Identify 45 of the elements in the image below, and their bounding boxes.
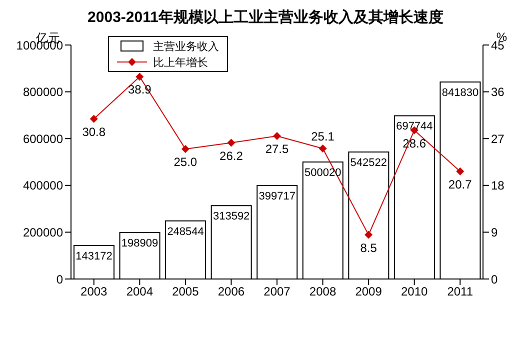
point <box>227 138 236 147</box>
data-label: 27.5 <box>265 142 289 156</box>
point <box>90 114 98 123</box>
data-label: 313592 <box>212 210 250 223</box>
y2-tick-label: 0 <box>491 272 498 286</box>
point <box>318 144 327 152</box>
x-tick-label: 2008 <box>309 284 336 299</box>
y-tick-label: 200000 <box>22 225 64 240</box>
point <box>456 167 464 176</box>
data-label: 20.7 <box>448 177 472 192</box>
y-tick-label: 0 <box>56 272 64 286</box>
x-tick-label: 2009 <box>355 284 382 299</box>
point <box>273 132 281 140</box>
y2-tick-label: 27 <box>491 132 505 146</box>
y-tick-label: 600000 <box>22 132 64 146</box>
legend-label: 主营业务收入 <box>153 40 219 54</box>
point <box>136 72 144 81</box>
x-tick-label: 2011 <box>447 284 474 299</box>
y2-tick-label: 18 <box>491 178 505 193</box>
data-label: 25.1 <box>311 129 335 144</box>
x-tick-label: 2006 <box>218 284 245 299</box>
x-tick-label: 2004 <box>126 284 154 299</box>
point <box>181 145 190 153</box>
data-label: 399717 <box>258 190 296 202</box>
data-label: 841830 <box>442 87 479 100</box>
data-label: 542522 <box>350 157 388 170</box>
x-tick-label: 2007 <box>264 284 291 299</box>
data-label: 30.8 <box>82 124 106 139</box>
x-tick-label: 2003 <box>80 284 108 299</box>
y-tick-label: 800000 <box>22 85 64 100</box>
data-label: 25.0 <box>174 155 198 169</box>
data-label: 198909 <box>121 237 158 250</box>
data-label: 248544 <box>167 226 204 238</box>
data-label: 8.5 <box>360 240 378 255</box>
y2-tick-label: 9 <box>491 225 498 240</box>
y2-tick-label: 36 <box>491 85 505 100</box>
data-label: 143172 <box>76 250 112 262</box>
x-tick-label: 2010 <box>400 284 428 299</box>
data-label: 697744 <box>396 120 433 133</box>
legend-label: 比上年增长 <box>153 56 208 70</box>
y-tick-label: 400000 <box>22 178 64 193</box>
point <box>364 230 373 239</box>
chart-title: 2003-2011年规模以上工业主营业务收入及其增长速度 <box>86 8 444 28</box>
data-label: 26.2 <box>220 148 244 163</box>
x-tick-label: 2005 <box>172 284 200 299</box>
